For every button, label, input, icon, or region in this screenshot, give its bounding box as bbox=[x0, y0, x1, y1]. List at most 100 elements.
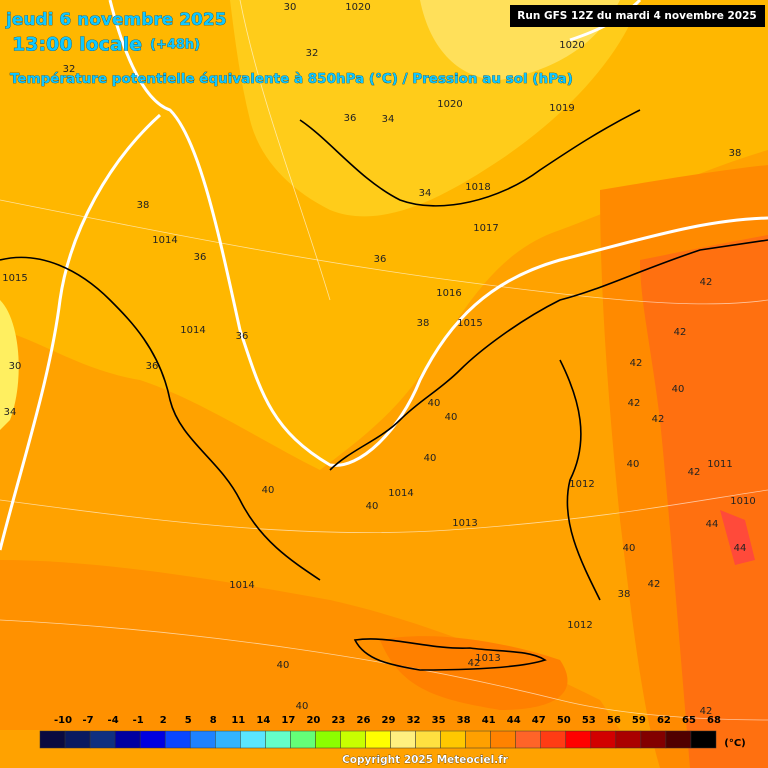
contour-label: 38 bbox=[417, 318, 430, 329]
contour-label: 38 bbox=[137, 200, 150, 211]
scale-tick-label: 14 bbox=[256, 715, 270, 726]
contour-label: 36 bbox=[236, 331, 249, 342]
contour-label: 38 bbox=[618, 589, 631, 600]
isobar bbox=[239, 0, 331, 301]
scale-swatch bbox=[515, 730, 541, 749]
contour-label: 40 bbox=[366, 501, 379, 512]
scale-tick-label: 32 bbox=[407, 715, 421, 726]
contour-label: 30 bbox=[284, 2, 297, 13]
hot-zone bbox=[640, 235, 768, 768]
scale-tick-label: 50 bbox=[557, 715, 571, 726]
scale-swatch bbox=[290, 730, 316, 749]
contour-label: 1020 bbox=[345, 2, 370, 13]
warm-zone bbox=[0, 0, 768, 470]
scale-swatch bbox=[265, 730, 291, 749]
contour-label: 40 bbox=[672, 384, 685, 395]
contour-label: 44 bbox=[734, 543, 747, 554]
scale-tick-label: 53 bbox=[582, 715, 596, 726]
scale-unit: (°C) bbox=[724, 738, 745, 749]
contour-label: 1020 bbox=[559, 40, 584, 51]
contour-label: 42 bbox=[674, 327, 687, 338]
time: 13:00 locale bbox=[12, 34, 142, 56]
scale-tick-label: 26 bbox=[357, 715, 371, 726]
scale-swatch bbox=[415, 730, 441, 749]
contour-label: 42 bbox=[648, 579, 661, 590]
contour-label: 42 bbox=[688, 467, 701, 478]
scale-swatch bbox=[615, 730, 642, 749]
contour-label: 42 bbox=[468, 658, 481, 669]
contour-label: 34 bbox=[382, 114, 395, 125]
scale-tick-label: 20 bbox=[306, 715, 320, 726]
scale-tick-label: 2 bbox=[160, 715, 167, 726]
coastline bbox=[0, 256, 321, 581]
date: jeudi 6 novembre 2025 bbox=[5, 10, 227, 30]
contour-label: 1015 bbox=[2, 273, 27, 284]
scale-tick-label: -7 bbox=[83, 715, 94, 726]
isobar bbox=[0, 619, 768, 721]
contour-label: 1017 bbox=[473, 223, 498, 234]
contour-label: 42 bbox=[630, 358, 643, 369]
scale-swatch bbox=[139, 730, 166, 749]
scale-swatch bbox=[640, 730, 667, 749]
contour-label: 1011 bbox=[707, 459, 732, 470]
scale-swatch bbox=[315, 730, 341, 749]
scale-swatch bbox=[240, 730, 266, 749]
scale-swatch bbox=[390, 730, 416, 749]
scale-swatch bbox=[665, 730, 692, 749]
contour-label: 1020 bbox=[437, 99, 462, 110]
isobar bbox=[0, 199, 768, 305]
scale-swatch bbox=[565, 730, 592, 749]
contour-label: 40 bbox=[277, 660, 290, 671]
contour-label: 42 bbox=[700, 277, 713, 288]
scale-tick-label: -10 bbox=[54, 715, 72, 726]
cool-zone bbox=[0, 300, 19, 430]
scale-swatch bbox=[690, 730, 717, 749]
coastline bbox=[329, 239, 768, 471]
subtitle: Température potentielle équivalente à 85… bbox=[10, 71, 573, 87]
contour-label: 40 bbox=[445, 412, 458, 423]
contour-label: 36 bbox=[344, 113, 357, 124]
scale-tick-label: -4 bbox=[108, 715, 119, 726]
scale-tick-label: 47 bbox=[532, 715, 546, 726]
run-box bbox=[510, 5, 765, 27]
scale-tick-label: 11 bbox=[231, 715, 245, 726]
scale-tick-label: 44 bbox=[507, 715, 521, 726]
scale-swatch bbox=[340, 730, 366, 749]
contour-label: 34 bbox=[4, 407, 17, 418]
contour-label: 1014 bbox=[388, 488, 413, 499]
scale-tick-label: 23 bbox=[331, 715, 345, 726]
contour-label: 1014 bbox=[229, 580, 254, 591]
contour-label: 1018 bbox=[465, 182, 490, 193]
contour-label: 1012 bbox=[567, 620, 592, 631]
warm-band bbox=[380, 636, 568, 710]
contour-label: 32 bbox=[63, 64, 76, 75]
scale-swatch bbox=[64, 730, 91, 749]
scale-tick-label: 35 bbox=[432, 715, 446, 726]
scale-tick-label: 17 bbox=[281, 715, 295, 726]
scale-swatch bbox=[164, 730, 191, 749]
isobar bbox=[0, 489, 768, 534]
island-coast bbox=[353, 638, 547, 671]
contour-label: 1015 bbox=[457, 318, 482, 329]
scale-tick-label: -1 bbox=[133, 715, 144, 726]
scale-tick-label: 8 bbox=[210, 715, 217, 726]
scale-tick-label: 68 bbox=[707, 715, 721, 726]
contour-label: 1014 bbox=[152, 235, 177, 246]
contour-label: 30 bbox=[9, 361, 22, 372]
contour-label: 42 bbox=[652, 414, 665, 425]
contour-label: 1019 bbox=[549, 103, 574, 114]
contour-label: 44 bbox=[706, 519, 719, 530]
isotherm bbox=[0, 113, 162, 551]
run-info: Run GFS 12Z du mardi 4 novembre 2025 bbox=[517, 10, 756, 22]
lead-time: (+48h) bbox=[150, 38, 200, 53]
scale-swatch bbox=[440, 730, 466, 749]
contour-label: 40 bbox=[296, 701, 309, 712]
contour-label: 1010 bbox=[730, 496, 755, 507]
contour-label: 40 bbox=[262, 485, 275, 496]
contour-label: 32 bbox=[306, 48, 319, 59]
contour-label: 1014 bbox=[180, 325, 205, 336]
scale-tick-label: 5 bbox=[185, 715, 192, 726]
scale-swatch bbox=[365, 730, 391, 749]
contour-label: 36 bbox=[194, 252, 207, 263]
scale-tick-label: 38 bbox=[457, 715, 471, 726]
